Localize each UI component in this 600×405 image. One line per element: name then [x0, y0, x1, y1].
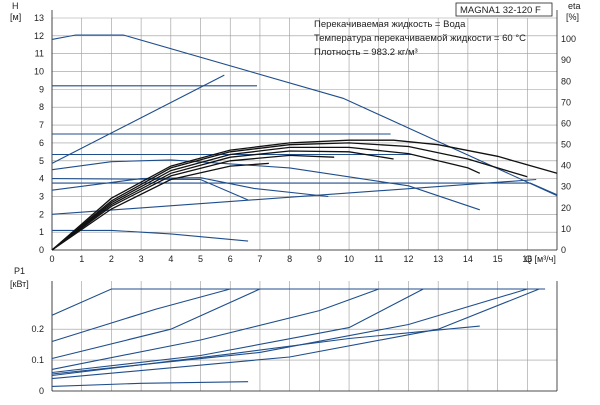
power-curve: [51, 288, 231, 343]
x-tick-label: 14: [463, 254, 473, 264]
y-tick-label: 4: [39, 174, 44, 184]
y-tick-label: 12: [34, 31, 44, 41]
p1-axis-unit: [кВт]: [10, 279, 29, 289]
y-tick-label: 9: [39, 84, 44, 94]
x-tick-label: 5: [198, 254, 203, 264]
y2-tick-label: 40: [561, 161, 571, 171]
model-label: MAGNA1 32-120 F: [460, 5, 541, 16]
head-curve: [51, 34, 558, 197]
head-curve: [51, 74, 225, 164]
power-curve: [51, 288, 424, 374]
y-tick-label: 13: [34, 13, 44, 23]
x-tick-label: 2: [109, 254, 114, 264]
y-tick-label: 2: [39, 209, 44, 219]
y2-tick-label: 50: [561, 140, 571, 150]
x-tick-label: 1: [79, 254, 84, 264]
x-tick-label: 3: [139, 254, 144, 264]
efficiency-curve: [51, 139, 558, 251]
y2-tick-label: 10: [561, 224, 571, 234]
y-tick-label: 0: [39, 245, 44, 255]
power-curve: [51, 288, 546, 316]
x-tick-label: 9: [317, 254, 322, 264]
y2-axis-label: eta: [568, 1, 581, 11]
head-curve: [51, 178, 249, 201]
efficiency-curve: [51, 162, 269, 251]
head-curve: [51, 159, 480, 211]
bottom-chart-grid: [51, 281, 558, 392]
y-tick-label: 10: [34, 67, 44, 77]
efficiency-curve: [51, 150, 394, 251]
info-line-2: Температура перекачиваемой жидкости = 60…: [314, 33, 526, 44]
y-tick-label: 11: [35, 49, 44, 59]
p1-axis-label: P1: [14, 266, 25, 276]
power-curve: [51, 288, 540, 380]
y2-tick-label: 80: [561, 76, 571, 86]
x-tick-label: 8: [287, 254, 292, 264]
power-curve: [51, 381, 249, 387]
y-tick-label: 3: [39, 191, 44, 201]
info-line-1: Перекачиваемая жидкость = Вода: [314, 19, 466, 30]
y2-tick-label: 90: [561, 55, 571, 65]
power-curve: [51, 288, 379, 370]
head-curve: [52, 182, 558, 196]
y-tick-label: 8: [39, 102, 44, 112]
bottom-chart-series: [51, 288, 546, 387]
y2-tick-label: 70: [561, 97, 571, 107]
head-curve: [51, 178, 537, 215]
efficiency-curve: [51, 142, 528, 251]
y2-tick-label: 30: [561, 182, 571, 192]
y-tick-label: 5: [39, 156, 44, 166]
x-tick-label: 12: [403, 254, 413, 264]
x-tick-label: 13: [433, 254, 443, 264]
p1-tick-label: 0.1: [31, 355, 44, 365]
x-tick-label: 15: [493, 254, 503, 264]
y2-tick-label: 60: [561, 118, 571, 128]
x-tick-label: 16: [522, 254, 532, 264]
x-tick-label: 11: [374, 254, 383, 264]
power-curve: [51, 288, 528, 375]
x-tick-label: 6: [228, 254, 233, 264]
y-tick-label: 6: [39, 138, 44, 148]
power-curve: [51, 288, 261, 360]
efficiency-curve: [51, 154, 335, 251]
y-tick-label: 1: [39, 227, 44, 237]
head-curve: [51, 177, 329, 198]
p1-tick-label: 0.2: [31, 324, 44, 334]
x-tick-label: 4: [168, 254, 173, 264]
efficiency-curve: [51, 146, 481, 251]
head-curve: [52, 229, 249, 242]
y-tick-label: 7: [39, 120, 44, 130]
y-axis-label: H: [12, 1, 19, 11]
y2-tick-label: 20: [561, 203, 571, 213]
p1-tick-label: 0: [39, 386, 44, 396]
top-chart-series: [51, 34, 558, 251]
y2-tick-label: 100: [561, 34, 576, 44]
model-box: [455, 2, 553, 17]
x-axis-label: Q [м³/ч]: [525, 254, 556, 264]
top-chart-grid: [51, 10, 558, 251]
y2-tick-label: 0: [561, 245, 566, 255]
y-axis-unit: [м]: [10, 12, 21, 22]
x-tick-label: 10: [344, 254, 354, 264]
x-tick-label: 7: [257, 254, 262, 264]
x-tick-label: 0: [49, 254, 54, 264]
chart-labels: 0 1 2 3 4 5 6 7 8 9 10 11 12 13 14 15 160123456789101112…: [10, 1, 581, 396]
info-line-3: Плотность = 983.2 кг/м³: [314, 47, 418, 58]
y2-axis-unit: [%]: [566, 12, 579, 22]
